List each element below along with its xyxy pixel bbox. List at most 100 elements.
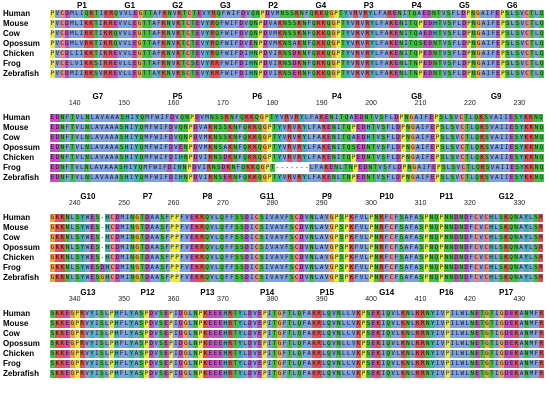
residue: S xyxy=(94,264,100,272)
residue: N xyxy=(513,264,519,272)
residue: L xyxy=(89,124,95,132)
residue: K xyxy=(294,10,300,18)
residue: I xyxy=(229,40,235,48)
residue: D xyxy=(292,60,298,68)
residue: K xyxy=(161,20,167,28)
residue: E xyxy=(217,320,223,328)
residue: L xyxy=(374,20,380,28)
residue: Q xyxy=(84,10,90,18)
residue: I xyxy=(229,50,235,58)
position-ruler: 340 350 360 370 380 390 400 410 420 430 xyxy=(50,296,544,308)
residue: E xyxy=(326,124,332,132)
residue: L xyxy=(346,310,352,318)
residue: L xyxy=(454,340,460,348)
residue: P xyxy=(445,310,450,318)
residue: I xyxy=(267,330,273,338)
residue: T xyxy=(479,320,485,328)
residue: G xyxy=(183,370,189,378)
residue: D xyxy=(247,370,253,378)
residue: L xyxy=(314,234,320,242)
residue: V xyxy=(74,174,80,182)
residue: L xyxy=(214,214,220,222)
residue: K xyxy=(203,310,208,318)
residue: G xyxy=(50,254,55,262)
residue: D xyxy=(238,60,244,68)
residue: E xyxy=(208,310,213,318)
residue: L xyxy=(242,370,248,378)
residue: V xyxy=(252,340,258,348)
residue: D xyxy=(114,224,120,232)
residue: S xyxy=(418,244,424,252)
residue: T xyxy=(370,124,376,132)
residue: E xyxy=(495,40,501,48)
residue: E xyxy=(133,10,139,18)
residue: A xyxy=(109,154,115,162)
residue: F xyxy=(385,134,391,142)
species-label: Cow xyxy=(3,133,20,142)
residue: K xyxy=(59,214,65,222)
residue: A xyxy=(518,214,524,222)
residue: S xyxy=(159,244,165,252)
residue: C xyxy=(524,40,530,48)
residue: A xyxy=(495,164,500,172)
residue: F xyxy=(229,234,235,242)
residue: I xyxy=(264,224,270,232)
residue: S xyxy=(190,60,196,68)
residue: S xyxy=(447,30,453,38)
residue: A xyxy=(416,10,422,18)
residue: I xyxy=(249,224,255,232)
residue: Y xyxy=(129,310,134,318)
residue: L xyxy=(445,124,450,132)
residue: N xyxy=(232,124,238,132)
residue: E xyxy=(326,174,332,182)
residue: L xyxy=(214,224,220,232)
residue: D xyxy=(169,114,175,122)
residue: V xyxy=(350,70,356,78)
tick-label: 370 xyxy=(217,296,229,303)
residue: W xyxy=(459,350,465,358)
tick-label: 250 xyxy=(118,200,130,207)
residue: D xyxy=(148,360,154,368)
residue: V xyxy=(279,234,285,242)
residue: T xyxy=(489,370,495,378)
residue: V xyxy=(390,340,396,348)
residue: Q xyxy=(257,144,263,152)
residue: L xyxy=(321,340,327,348)
residue: L xyxy=(454,350,460,358)
residue: N xyxy=(301,60,307,68)
residue: H xyxy=(114,330,120,338)
residue: E xyxy=(89,224,95,232)
residue: D xyxy=(144,274,150,282)
residue: F xyxy=(311,124,317,132)
residue: A xyxy=(154,244,160,252)
residue: K xyxy=(400,360,406,368)
residue: N xyxy=(193,310,199,318)
residue: Q xyxy=(216,10,222,18)
residue: V xyxy=(209,274,215,282)
residue: S xyxy=(398,214,404,222)
species-label: Mouse xyxy=(3,19,29,28)
residue: Q xyxy=(326,370,332,378)
residue: S xyxy=(159,274,165,282)
residue: K xyxy=(297,40,302,48)
residue: N xyxy=(282,70,288,78)
residue: C xyxy=(483,214,489,222)
residue: V xyxy=(184,264,190,272)
residue: P xyxy=(400,174,406,182)
residue: T xyxy=(341,144,347,152)
residue: T xyxy=(180,20,186,28)
residue: T xyxy=(529,70,535,78)
residue: E xyxy=(163,370,169,378)
residue: N xyxy=(443,234,449,242)
residue: N xyxy=(513,224,519,232)
residue: I xyxy=(98,20,104,28)
residue: V xyxy=(279,244,285,252)
residue: R xyxy=(214,70,220,78)
residue: M xyxy=(528,310,534,318)
residue: V xyxy=(442,50,448,58)
residue: P xyxy=(258,20,264,28)
residue: S xyxy=(446,10,452,18)
residue: F xyxy=(408,224,414,232)
